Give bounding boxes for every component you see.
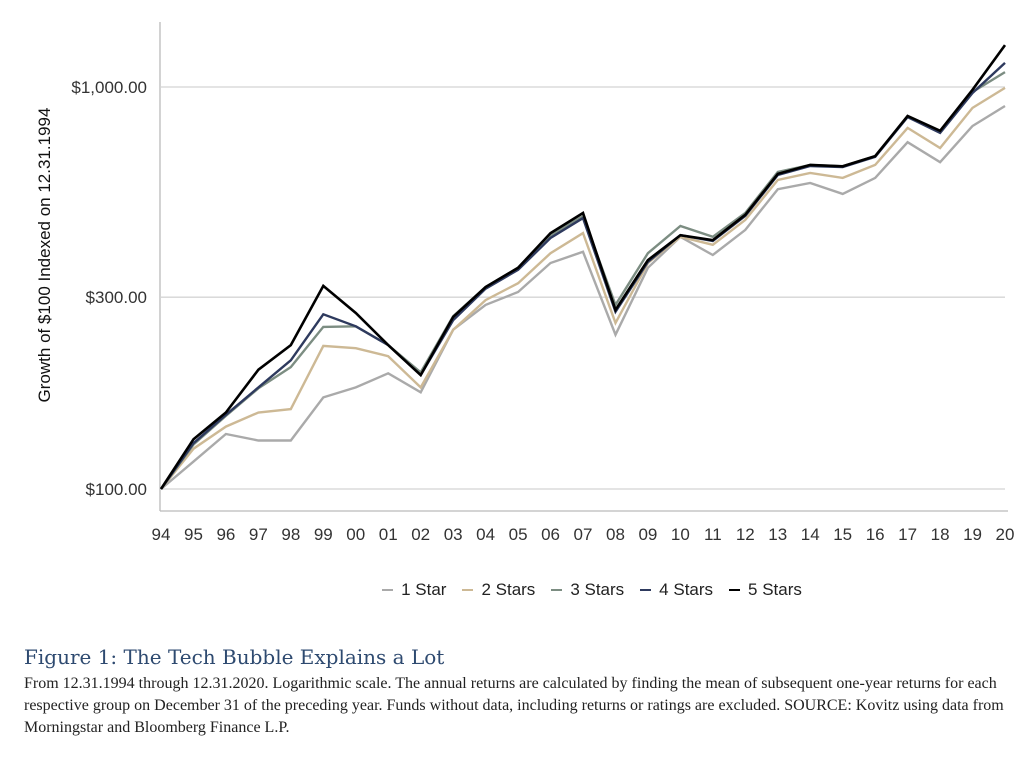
x-tick-label: 94 xyxy=(152,525,171,544)
x-tick-label: 11 xyxy=(704,525,722,544)
y-tick-label: $1,000.00 xyxy=(71,78,147,97)
x-tick-label: 16 xyxy=(866,525,885,544)
legend-swatch xyxy=(551,589,563,591)
series-line-1-star xyxy=(160,104,1006,490)
legend-item: 5 Stars xyxy=(729,580,802,600)
legend-item: 2 Stars xyxy=(462,580,535,600)
x-tick-label: 06 xyxy=(541,525,560,544)
legend-swatch xyxy=(462,589,474,591)
y-tick-label: $100.00 xyxy=(86,480,147,499)
x-tick-label: 95 xyxy=(184,525,203,544)
x-tick-label: 09 xyxy=(638,525,657,544)
legend-label: 5 Stars xyxy=(748,580,802,599)
legend-item: 3 Stars xyxy=(551,580,624,600)
series-line-4-star xyxy=(160,62,1006,490)
caption-title: Figure 1: The Tech Bubble Explains a Lot xyxy=(24,645,445,669)
legend-swatch xyxy=(640,589,652,591)
x-tick-label: 08 xyxy=(606,525,625,544)
x-tick-label: 07 xyxy=(574,525,593,544)
x-tick-label: 10 xyxy=(671,525,690,544)
legend-item: 1 Star xyxy=(382,580,446,600)
x-tick-label: 12 xyxy=(736,525,755,544)
x-tick-label: 18 xyxy=(931,525,950,544)
legend-swatch xyxy=(382,589,394,591)
x-tick-label: 20 xyxy=(996,525,1015,544)
x-tick-label: 02 xyxy=(411,525,430,544)
x-tick-label: 14 xyxy=(801,525,820,544)
x-tick-label: 13 xyxy=(768,525,787,544)
legend-swatch xyxy=(729,589,741,591)
legend-label: 4 Stars xyxy=(659,580,714,599)
x-tick-label: 15 xyxy=(833,525,852,544)
x-tick-label: 98 xyxy=(281,525,300,544)
x-tick-label: 04 xyxy=(476,525,495,544)
series-line-5-star xyxy=(159,44,1007,490)
series-line-3-star xyxy=(160,71,1006,490)
x-tick-label: 96 xyxy=(216,525,235,544)
x-tick-label: 17 xyxy=(898,525,917,544)
x-tick-label: 03 xyxy=(444,525,463,544)
x-tick-label: 19 xyxy=(963,525,982,544)
x-tick-label: 00 xyxy=(346,525,365,544)
x-tick-label: 01 xyxy=(379,525,398,544)
legend-label: 3 Stars xyxy=(570,580,625,599)
x-tick-label: 99 xyxy=(314,525,333,544)
legend-item: 4 Stars xyxy=(640,580,713,600)
y-tick-label: $300.00 xyxy=(86,288,147,307)
line-chart: $100.00 $300.00 $1,000.00 94 95 96 97 98 99 00 01 0… xyxy=(35,22,1015,544)
series-line-2-star xyxy=(160,86,1006,490)
figure-caption: Figure 1: The Tech Bubble Explains a Lot… xyxy=(24,645,1004,739)
caption-body: From 12.31.1994 through 12.31.2020. Loga… xyxy=(24,675,1004,736)
x-tick-label: 97 xyxy=(249,525,268,544)
y-axis-label: Growth of $100 Indexed on 12.31.1994 xyxy=(35,108,54,403)
x-tick-label: 05 xyxy=(509,525,528,544)
legend-label: 1 Star xyxy=(401,580,447,599)
legend: 1 Star 2 Stars 3 Stars 4 Stars 5 Stars xyxy=(0,580,1024,600)
legend-label: 2 Stars xyxy=(481,580,536,599)
